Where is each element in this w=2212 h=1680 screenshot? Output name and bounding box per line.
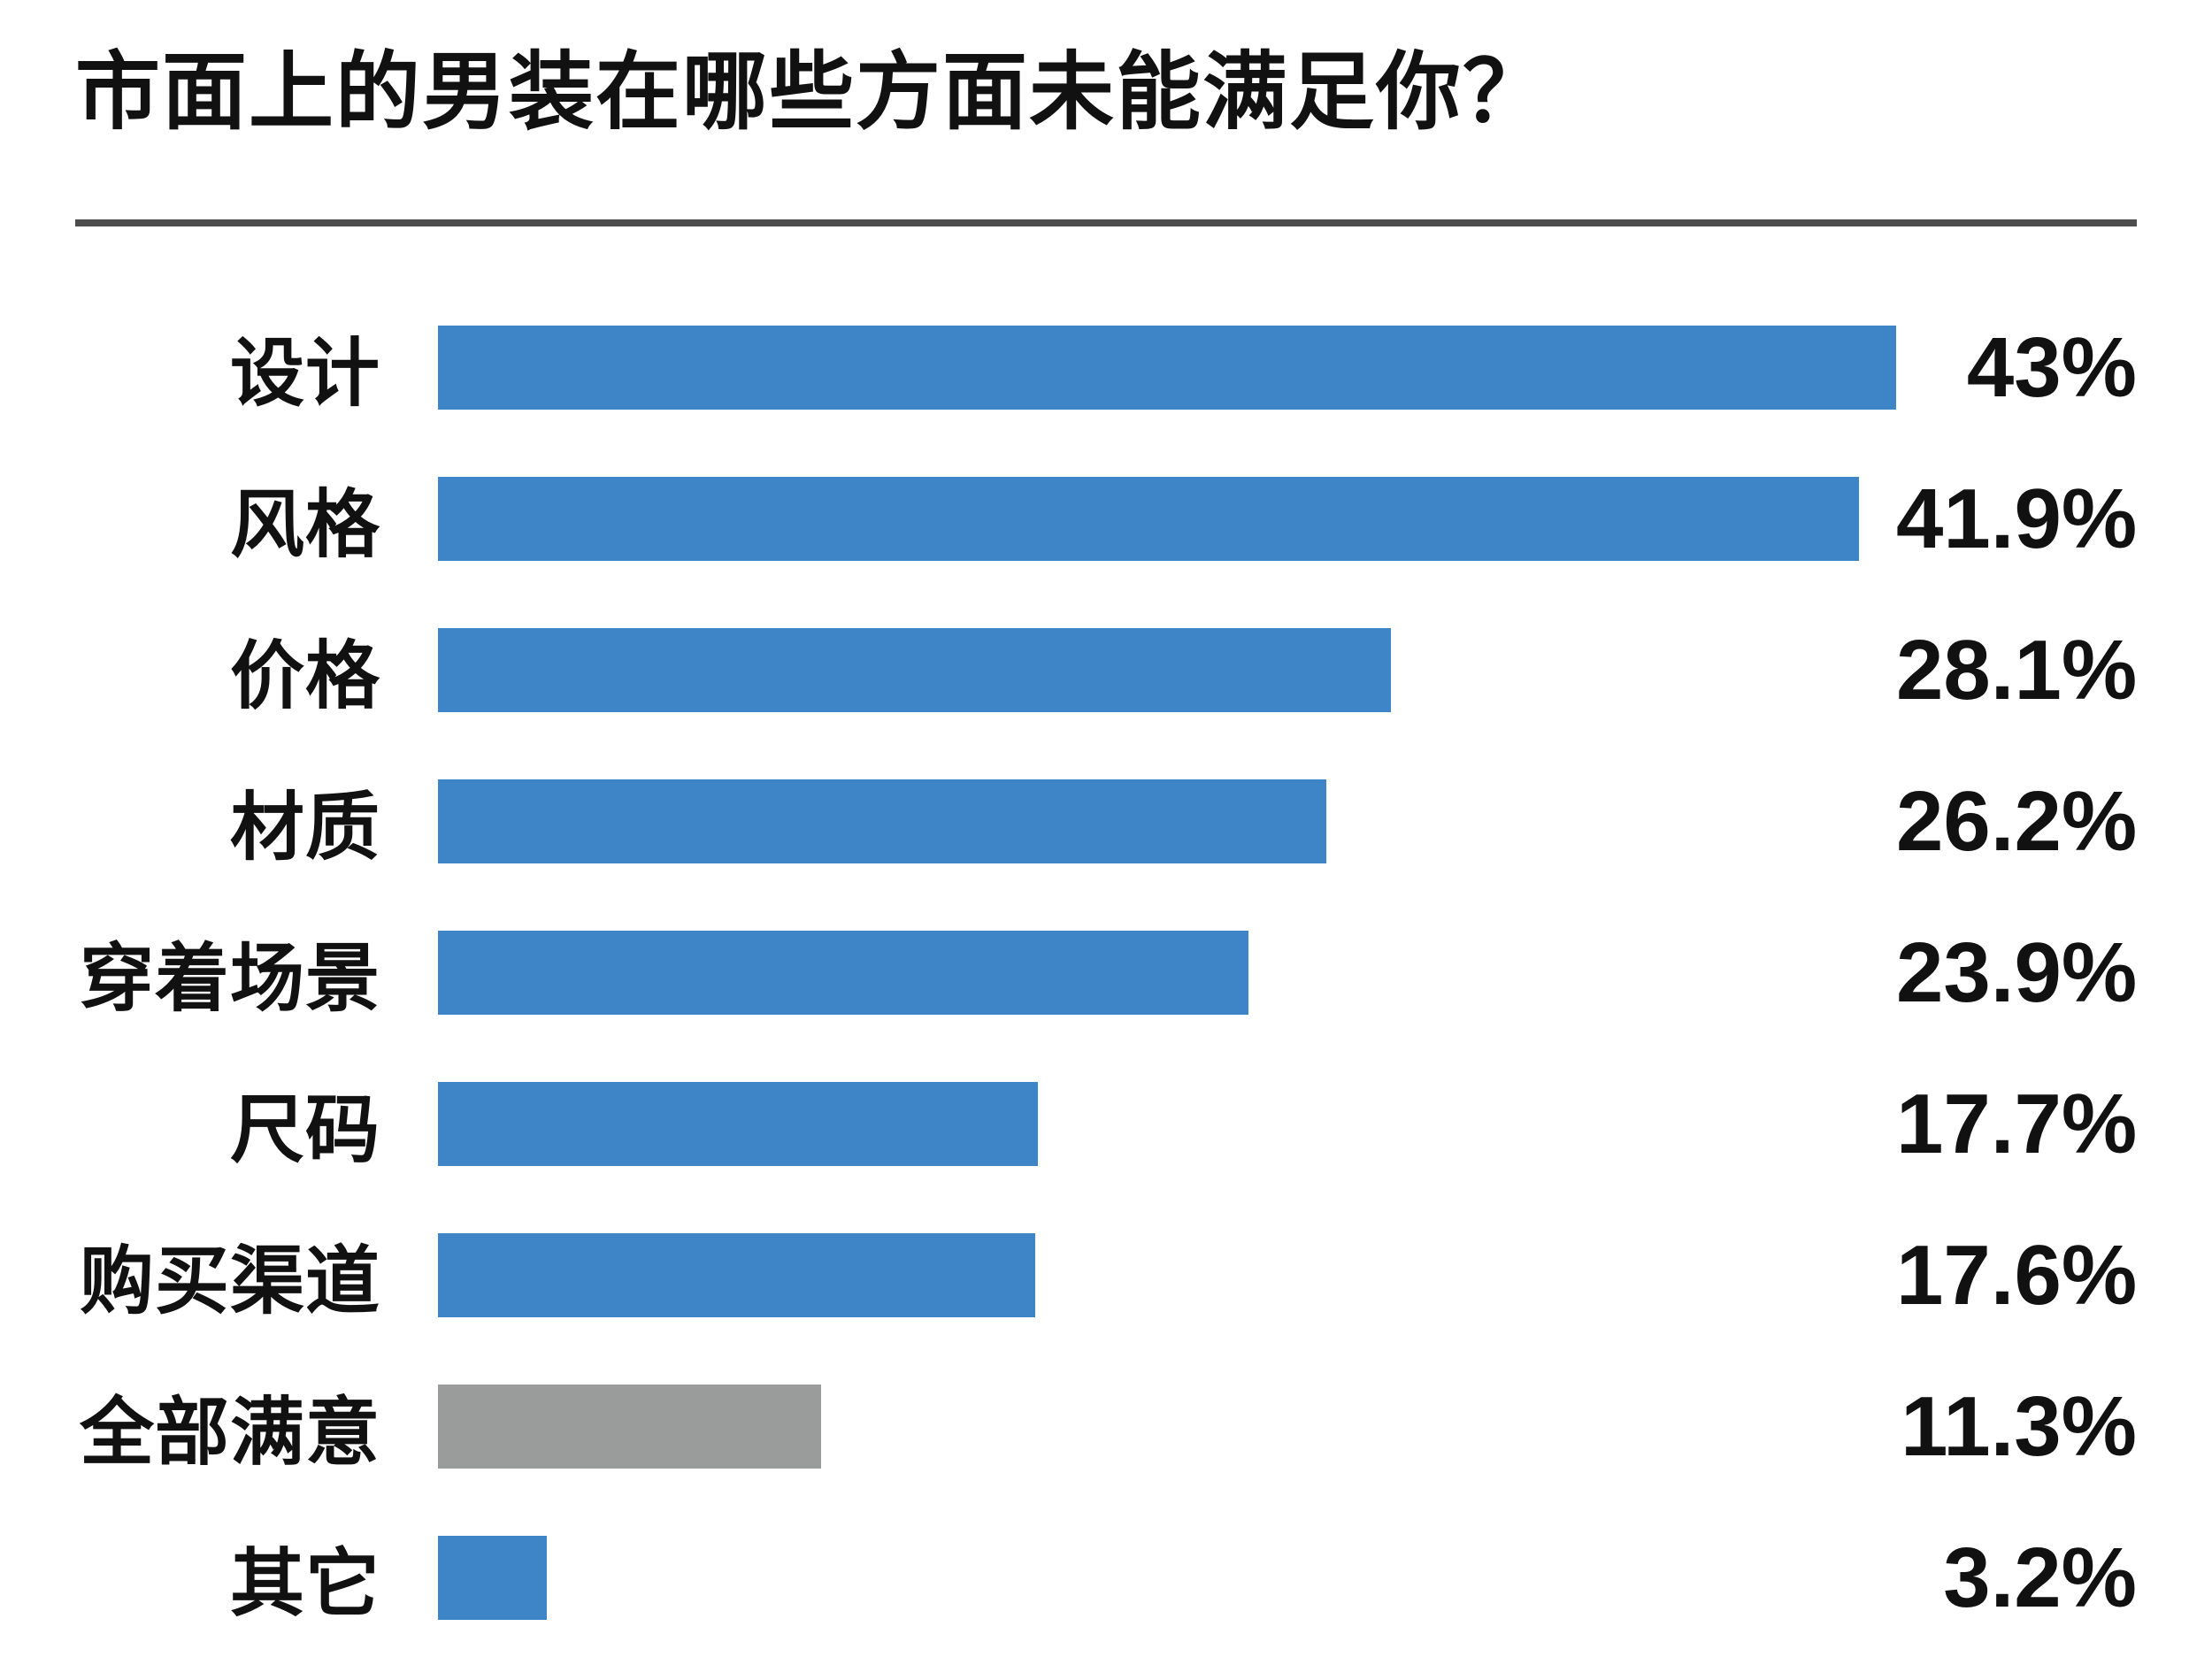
bar-track xyxy=(438,931,1896,1016)
value-label: 28.1% xyxy=(1896,622,2138,717)
bar-track xyxy=(438,1385,1896,1469)
bar-track xyxy=(438,779,1896,864)
bar xyxy=(438,628,1391,713)
bar xyxy=(438,1536,547,1621)
bar-track xyxy=(438,1536,1896,1621)
bar-track xyxy=(438,326,1896,410)
category-label: 全部满意 xyxy=(79,1391,380,1475)
bar xyxy=(438,1385,822,1469)
value-label: 11.3% xyxy=(1901,1378,2137,1474)
category-label: 穿着场景 xyxy=(79,937,380,1021)
category-label: 购买渠道 xyxy=(79,1239,380,1323)
chart-row: 全部满意 11.3% xyxy=(75,1379,2137,1475)
value-label: 23.9% xyxy=(1896,924,2138,1020)
chart-row: 材质 26.2% xyxy=(75,774,2137,870)
bar xyxy=(438,1082,1039,1167)
category-label: 尺码 xyxy=(229,1088,380,1172)
chart-row: 穿着场景 23.9% xyxy=(75,925,2137,1021)
bar-chart: 设计 43% 风格 41.9% 价格 28.1% 材质 26.2% 穿着场景 2… xyxy=(75,320,2137,1626)
bar-track xyxy=(438,628,1896,713)
category-label: 材质 xyxy=(229,786,380,870)
category-label: 价格 xyxy=(229,634,380,718)
value-label: 17.7% xyxy=(1896,1076,2138,1171)
title-divider xyxy=(75,219,2137,227)
bar xyxy=(438,1233,1035,1318)
chart-row: 其它 3.2% xyxy=(75,1530,2137,1626)
bar-track xyxy=(438,1233,1896,1318)
value-label: 26.2% xyxy=(1896,773,2138,869)
bar xyxy=(438,779,1327,864)
bar xyxy=(438,326,1896,410)
category-label: 设计 xyxy=(229,332,380,416)
value-label: 41.9% xyxy=(1896,471,2138,566)
bar xyxy=(438,477,1859,562)
chart-row: 购买渠道 17.6% xyxy=(75,1228,2137,1323)
chart-row: 设计 43% xyxy=(75,320,2137,416)
category-label: 其它 xyxy=(229,1542,380,1626)
category-label: 风格 xyxy=(229,483,380,567)
bar-track xyxy=(438,477,1896,562)
value-label: 3.2% xyxy=(1943,1530,2137,1625)
chart-row: 尺码 17.7% xyxy=(75,1077,2137,1172)
value-label: 17.6% xyxy=(1896,1227,2138,1323)
chart-title: 市面上的男装在哪些方面未能满足你？ xyxy=(75,45,1549,140)
bar-track xyxy=(438,1082,1896,1167)
value-label: 43% xyxy=(1966,319,2137,415)
chart-row: 价格 28.1% xyxy=(75,623,2137,718)
chart-row: 风格 41.9% xyxy=(75,472,2137,567)
bar xyxy=(438,931,1248,1016)
